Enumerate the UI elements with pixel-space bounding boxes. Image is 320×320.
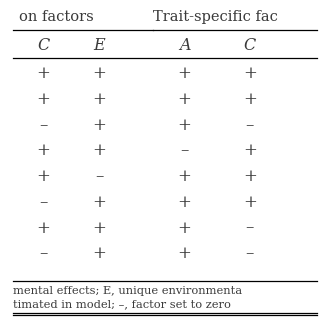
Text: –: –	[95, 168, 104, 185]
Text: mental effects; E, unique environmenta: mental effects; E, unique environmenta	[13, 286, 242, 296]
Text: +: +	[243, 168, 257, 185]
Text: +: +	[178, 194, 191, 211]
Text: –: –	[39, 117, 47, 134]
Text: +: +	[36, 168, 50, 185]
Text: +: +	[178, 168, 191, 185]
Text: +: +	[178, 117, 191, 134]
Text: timated in model; –, factor set to zero: timated in model; –, factor set to zero	[13, 299, 231, 309]
Text: C: C	[244, 37, 256, 54]
Text: –: –	[180, 142, 189, 159]
Text: +: +	[243, 194, 257, 211]
Text: +: +	[92, 91, 106, 108]
Text: +: +	[178, 91, 191, 108]
Text: on factors: on factors	[19, 10, 94, 24]
Text: +: +	[92, 220, 106, 236]
Text: C: C	[37, 37, 49, 54]
Text: –: –	[246, 245, 254, 262]
Text: +: +	[243, 142, 257, 159]
Text: E: E	[94, 37, 105, 54]
Text: +: +	[178, 245, 191, 262]
Text: A: A	[179, 37, 190, 54]
Text: +: +	[92, 65, 106, 82]
Text: –: –	[39, 245, 47, 262]
Text: +: +	[92, 117, 106, 134]
Text: +: +	[36, 91, 50, 108]
Text: +: +	[243, 65, 257, 82]
Text: –: –	[39, 194, 47, 211]
Text: +: +	[178, 220, 191, 236]
Text: –: –	[246, 220, 254, 236]
Text: +: +	[178, 65, 191, 82]
Text: +: +	[92, 194, 106, 211]
Text: +: +	[36, 220, 50, 236]
Text: +: +	[92, 245, 106, 262]
Text: +: +	[243, 91, 257, 108]
Text: Trait-specific fac: Trait-specific fac	[153, 10, 277, 24]
Text: +: +	[92, 142, 106, 159]
Text: –: –	[246, 117, 254, 134]
Text: +: +	[36, 65, 50, 82]
Text: +: +	[36, 142, 50, 159]
